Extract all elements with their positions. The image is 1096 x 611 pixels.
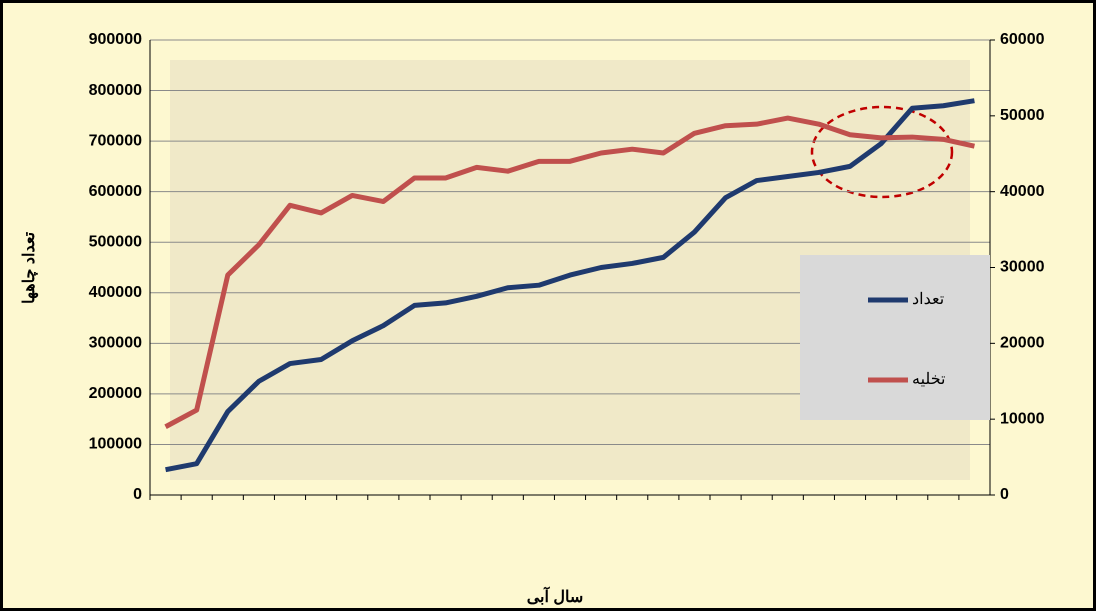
- legend-label: تعداد: [912, 291, 944, 308]
- y2-tick-label: 20000: [1000, 335, 1045, 352]
- y-axis-title: تعداد چاهها: [21, 231, 39, 304]
- y-tick-label: 0: [133, 486, 142, 503]
- y-tick-label: 200000: [89, 385, 142, 402]
- y-tick-label: 600000: [89, 183, 142, 200]
- y2-tick-label: 40000: [1000, 183, 1045, 200]
- y-tick-label: 700000: [89, 132, 142, 149]
- y2-tick-label: 10000: [1000, 410, 1045, 427]
- y-tick-label: 900000: [89, 31, 142, 48]
- y2-tick-label: 60000: [1000, 31, 1045, 48]
- highlight-ellipse: [810, 105, 954, 199]
- y-tick-label: 500000: [89, 233, 142, 250]
- legend-box: [800, 255, 990, 420]
- y-tick-label: 400000: [89, 284, 142, 301]
- y-tick-label: 800000: [89, 82, 142, 99]
- series-line: [165, 98, 975, 473]
- y2-tick-label: 30000: [1000, 259, 1045, 276]
- series-line: [164, 115, 975, 429]
- y2-tick-label: 50000: [1000, 107, 1045, 124]
- y-tick-label: 100000: [89, 436, 142, 453]
- x-axis-title: سال آبی: [527, 585, 584, 606]
- y-tick-label: 300000: [89, 335, 142, 352]
- legend-label: تخلیه: [912, 371, 945, 388]
- y2-tick-label: 0: [1000, 486, 1009, 503]
